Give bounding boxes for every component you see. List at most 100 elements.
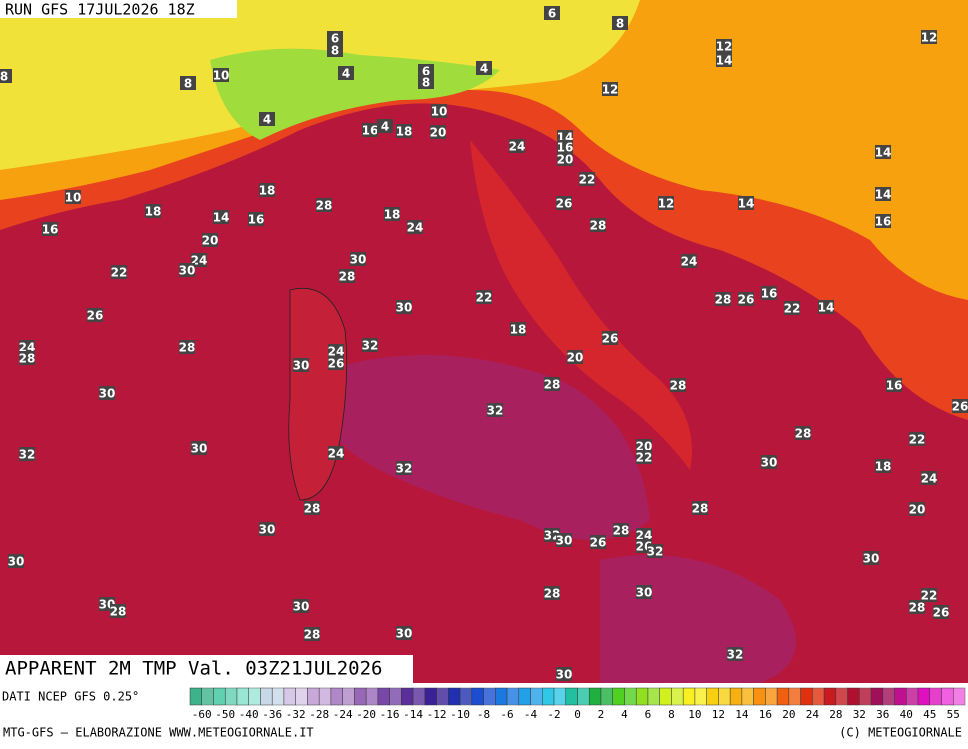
contour-label: 28 <box>304 628 321 642</box>
credit-right: (C) METEOGIORNALE <box>839 726 962 740</box>
legend-label: -10 <box>450 708 470 721</box>
legend-label: 55 <box>947 708 960 721</box>
contour-label: 14 <box>875 188 892 202</box>
contour-label: 16 <box>248 213 265 227</box>
color-swatch <box>753 687 766 706</box>
label-box <box>636 585 652 599</box>
color-swatch <box>236 687 249 706</box>
contour-label: 24 <box>328 447 345 461</box>
contour-label: 18 <box>259 184 276 198</box>
label-box <box>921 471 937 485</box>
contour-label: 30 <box>293 359 310 373</box>
legend-label: -60 <box>192 708 212 721</box>
label-box <box>350 252 366 266</box>
contour-label: 22 <box>909 433 926 447</box>
contour-label: 30 <box>863 552 880 566</box>
label-box <box>259 183 275 197</box>
label-box <box>259 112 275 126</box>
color-swatch <box>377 687 390 706</box>
contour-label: 4 <box>342 67 350 81</box>
legend-label: -4 <box>524 708 538 721</box>
contour-label: 18 <box>384 208 401 222</box>
legend-label: -50 <box>215 708 235 721</box>
label-box <box>328 356 344 370</box>
label-box <box>191 441 207 455</box>
color-swatch <box>823 687 837 706</box>
label-box <box>647 544 663 558</box>
contour-label: 16 <box>886 379 903 393</box>
color-swatch <box>835 687 848 706</box>
color-swatch <box>553 687 567 706</box>
label-box <box>407 220 423 234</box>
label-box <box>933 605 949 619</box>
label-box <box>692 501 708 515</box>
label-box <box>715 292 731 306</box>
contour-label: 14 <box>818 301 835 315</box>
contour-label: 28 <box>339 270 356 284</box>
legend-label: -14 <box>403 708 423 721</box>
contour-label: 8 <box>331 44 339 58</box>
legend-label: 12 <box>712 708 725 721</box>
legend-label: 20 <box>782 708 795 721</box>
contour-label: 24 <box>509 140 526 154</box>
contour-label: 32 <box>19 448 36 462</box>
color-swatch <box>706 687 719 706</box>
contour-label: 30 <box>259 523 276 537</box>
label-box <box>738 292 754 306</box>
contour-label: 26 <box>87 309 104 323</box>
color-swatch <box>436 687 449 706</box>
legend-label: 14 <box>735 708 749 721</box>
label-box <box>727 647 743 661</box>
legend-label: -40 <box>239 708 259 721</box>
warm-zone <box>300 355 650 540</box>
contour-label: 26 <box>602 332 619 346</box>
label-box <box>304 501 320 515</box>
label-box <box>863 551 879 565</box>
contour-label: 24 <box>921 472 938 486</box>
label-box <box>213 68 229 82</box>
color-swatch <box>530 687 543 706</box>
color-swatch <box>812 687 825 706</box>
contour-label: 20 <box>202 234 219 248</box>
color-swatch <box>518 687 531 706</box>
legend-label: -8 <box>477 708 490 721</box>
color-swatch <box>389 687 402 706</box>
color-swatch <box>776 687 790 706</box>
label-box <box>909 502 925 516</box>
contour-label: 18 <box>396 125 413 139</box>
label-box <box>180 76 196 90</box>
contour-label: 28 <box>110 605 127 619</box>
color-swatch <box>953 687 966 706</box>
color-swatch <box>307 687 320 706</box>
label-box <box>377 119 393 133</box>
contour-label: 28 <box>909 601 926 615</box>
label-box <box>909 600 925 614</box>
label-box <box>111 265 127 279</box>
label-box <box>179 340 195 354</box>
contour-label: 24 <box>407 221 424 235</box>
color-swatch <box>588 687 602 706</box>
contour-label: 4 <box>480 62 488 76</box>
color-swatch <box>894 687 907 706</box>
contour-label: 16 <box>362 124 379 138</box>
color-swatch <box>189 687 202 706</box>
color-swatch <box>471 687 484 706</box>
legend-label: -36 <box>262 708 282 721</box>
label-box <box>875 459 891 473</box>
color-swatch <box>483 687 496 706</box>
contour-label: 26 <box>590 536 607 550</box>
contour-label: 30 <box>191 442 208 456</box>
contour-label: 12 <box>602 83 619 97</box>
contour-label: 28 <box>179 341 196 355</box>
legend-label: 32 <box>853 708 866 721</box>
contour-label: 28 <box>19 352 36 366</box>
color-swatch <box>542 687 555 706</box>
legend-label: -20 <box>356 708 376 721</box>
label-box <box>362 123 378 137</box>
contour-label: 26 <box>556 197 573 211</box>
label-box <box>396 626 412 640</box>
color-swatch <box>283 687 296 706</box>
contour-label: 30 <box>396 301 413 315</box>
contour-label: 28 <box>715 293 732 307</box>
label-box <box>19 447 35 461</box>
